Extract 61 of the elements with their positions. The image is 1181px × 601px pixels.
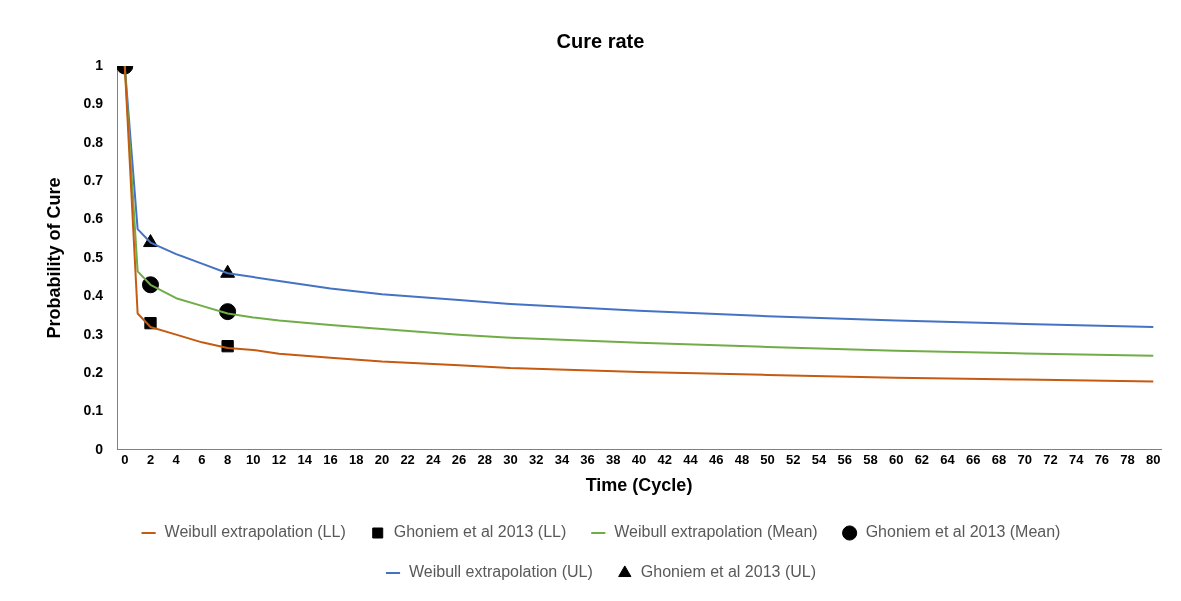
- x-tick-label: 26: [451, 452, 467, 468]
- x-tick-label: 74: [1068, 452, 1085, 468]
- legend-label: Ghoniem et al 2013 (Mean): [865, 523, 1061, 541]
- x-tick-label: 14: [297, 452, 313, 468]
- y-tick-label: 0.9: [83, 95, 104, 112]
- x-tick-label: 70: [1017, 452, 1032, 468]
- y-tick-label: 0.3: [83, 325, 104, 342]
- x-tick-label: 16: [323, 452, 338, 468]
- chart-title: Cure rate: [556, 29, 645, 52]
- x-tick-label: 38: [606, 452, 621, 468]
- legend-label: Weibull extrapolation (UL): [409, 563, 593, 581]
- x-tick-label: 4: [172, 452, 181, 468]
- x-tick-label: 56: [837, 452, 852, 468]
- x-tick-label: 18: [348, 452, 364, 468]
- x-tick-label: 44: [683, 452, 699, 468]
- x-tick-label: 34: [554, 452, 570, 468]
- legend-label: Ghoniem et al 2013 (LL): [393, 523, 567, 541]
- x-tick-label: 22: [400, 452, 415, 468]
- y-axis-title: Probability of Cure: [43, 177, 64, 339]
- x-tick-label: 30: [503, 452, 518, 468]
- y-tick-label: 0: [95, 440, 104, 457]
- x-tick-label: 64: [940, 452, 956, 468]
- x-tick-label: 10: [246, 452, 261, 468]
- x-tick-label: 40: [631, 452, 647, 468]
- y-tick-label: 0.8: [83, 133, 104, 150]
- x-tick-label: 68: [991, 452, 1007, 468]
- x-tick-label: 66: [966, 452, 981, 468]
- legend-label: Weibull extrapolation (LL): [164, 523, 346, 541]
- y-tick-label: 1: [95, 56, 104, 73]
- x-tick-label: 8: [224, 452, 232, 468]
- x-axis-title: Time (Cycle): [585, 475, 693, 496]
- y-tick-label: 0.7: [83, 172, 104, 188]
- x-tick-label: 78: [1120, 452, 1135, 468]
- x-tick-label: 46: [708, 452, 724, 468]
- x-tick-label: 50: [760, 452, 775, 468]
- x-tick-label: 12: [271, 452, 287, 468]
- y-tick-label: 0.2: [83, 363, 104, 380]
- y-tick-label: 0.5: [83, 248, 104, 265]
- x-tick-label: 48: [734, 452, 750, 468]
- x-tick-label: 80: [1146, 452, 1161, 468]
- x-tick-label: 54: [811, 452, 828, 468]
- x-tick-label: 58: [863, 452, 878, 468]
- x-tick-label: 52: [786, 452, 801, 468]
- x-tick-label: 42: [657, 452, 672, 468]
- x-tick-label: 60: [888, 452, 904, 468]
- x-tick-label: 32: [528, 452, 544, 468]
- x-tick-label: 36: [580, 452, 595, 468]
- x-tick-label: 24: [426, 452, 442, 468]
- x-tick-label: 20: [374, 452, 390, 468]
- x-tick-label: 2: [146, 452, 155, 468]
- x-tick-label: 28: [477, 452, 492, 468]
- x-tick-label: 72: [1043, 452, 1058, 468]
- x-tick-label: 76: [1094, 452, 1110, 468]
- y-tick-label: 0.4: [83, 287, 104, 304]
- x-tick-label: 62: [914, 452, 930, 468]
- legend-label: Ghoniem et al 2013 (UL): [640, 563, 816, 581]
- x-tick-label: 0: [121, 452, 129, 468]
- y-tick-label: 0.1: [83, 402, 104, 419]
- y-tick-label: 0.6: [83, 210, 104, 227]
- x-tick-label: 6: [198, 452, 206, 468]
- legend-label: Weibull extrapolation (Mean): [614, 523, 818, 541]
